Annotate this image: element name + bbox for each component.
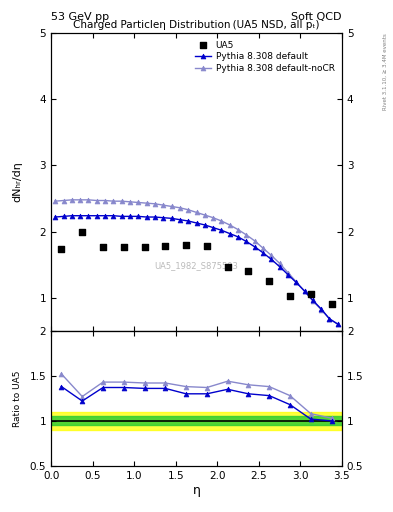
Pythia 8.308 default-noCR — [302, 288, 307, 294]
Pythia 8.308 default — [211, 225, 215, 231]
Pythia 8.308 default — [103, 212, 107, 219]
Text: Soft QCD: Soft QCD — [292, 12, 342, 22]
Pythia 8.308 default-noCR — [136, 199, 141, 205]
UA5 — [204, 242, 210, 250]
UA5 — [183, 241, 189, 249]
Pythia 8.308 default-noCR — [169, 203, 174, 209]
Pythia 8.308 default — [202, 222, 207, 228]
Pythia 8.308 default — [261, 250, 265, 256]
UA5 — [266, 277, 272, 285]
Pythia 8.308 default-noCR — [277, 260, 282, 266]
Pythia 8.308 default — [169, 215, 174, 221]
Pythia 8.308 default — [236, 234, 241, 240]
Pythia 8.308 default — [219, 227, 224, 233]
Bar — [51, 412, 342, 430]
Pythia 8.308 default — [194, 220, 199, 226]
UA5 — [224, 263, 231, 271]
Pythia 8.308 default — [136, 214, 141, 220]
Pythia 8.308 default-noCR — [327, 316, 332, 322]
Pythia 8.308 default-noCR — [211, 215, 215, 221]
Pythia 8.308 default-noCR — [294, 279, 299, 285]
Y-axis label: dNₕᵣ/dη: dNₕᵣ/dη — [12, 162, 22, 202]
Line: Pythia 8.308 default-noCR: Pythia 8.308 default-noCR — [53, 198, 340, 327]
Pythia 8.308 default — [144, 214, 149, 220]
Pythia 8.308 default — [161, 215, 165, 221]
Pythia 8.308 default — [244, 239, 249, 245]
Pythia 8.308 default — [302, 288, 307, 294]
Pythia 8.308 default — [310, 297, 315, 304]
Pythia 8.308 default-noCR — [286, 269, 290, 275]
Pythia 8.308 default-noCR — [161, 202, 165, 208]
Pythia 8.308 default-noCR — [94, 198, 99, 204]
Pythia 8.308 default-noCR — [261, 245, 265, 251]
Pythia 8.308 default — [269, 257, 274, 263]
Pythia 8.308 default — [327, 316, 332, 322]
Pythia 8.308 default-noCR — [335, 321, 340, 327]
Pythia 8.308 default-noCR — [152, 201, 157, 207]
Pythia 8.308 default-noCR — [202, 212, 207, 218]
UA5 — [245, 266, 252, 274]
Pythia 8.308 default — [252, 244, 257, 250]
Pythia 8.308 default-noCR — [194, 209, 199, 216]
Pythia 8.308 default — [86, 212, 91, 219]
UA5 — [58, 245, 64, 253]
UA5 — [79, 227, 85, 236]
Pythia 8.308 default — [335, 321, 340, 327]
Text: UA5_1982_S875503: UA5_1982_S875503 — [154, 261, 239, 270]
Text: Rivet 3.1.10, ≥ 3.4M events: Rivet 3.1.10, ≥ 3.4M events — [383, 33, 387, 110]
Pythia 8.308 default-noCR — [319, 307, 323, 313]
Pythia 8.308 default-noCR — [53, 198, 58, 204]
Pythia 8.308 default-noCR — [269, 252, 274, 259]
UA5 — [308, 290, 314, 298]
UA5 — [121, 243, 127, 251]
Pythia 8.308 default-noCR — [103, 198, 107, 204]
Pythia 8.308 default-noCR — [252, 238, 257, 244]
Pythia 8.308 default-noCR — [310, 298, 315, 304]
UA5 — [329, 300, 335, 308]
Pythia 8.308 default — [186, 218, 191, 224]
Pythia 8.308 default — [228, 230, 232, 237]
Pythia 8.308 default-noCR — [186, 207, 191, 213]
X-axis label: η: η — [193, 483, 200, 497]
Pythia 8.308 default — [61, 214, 66, 220]
Pythia 8.308 default-noCR — [86, 197, 91, 203]
Pythia 8.308 default-noCR — [111, 198, 116, 204]
Title: Charged Particleη Distribution (UA5 NSD, all pₜ): Charged Particleη Distribution (UA5 NSD,… — [73, 20, 320, 30]
Pythia 8.308 default — [286, 271, 290, 278]
Legend: UA5, Pythia 8.308 default, Pythia 8.308 default-noCR: UA5, Pythia 8.308 default, Pythia 8.308 … — [192, 38, 338, 76]
Pythia 8.308 default — [111, 212, 116, 219]
Pythia 8.308 default-noCR — [70, 197, 74, 203]
Pythia 8.308 default-noCR — [144, 200, 149, 206]
Pythia 8.308 default-noCR — [128, 199, 132, 205]
UA5 — [287, 292, 293, 301]
Bar — [51, 416, 342, 425]
Pythia 8.308 default-noCR — [228, 222, 232, 228]
UA5 — [100, 243, 106, 251]
Pythia 8.308 default-noCR — [178, 205, 182, 211]
Pythia 8.308 default — [128, 214, 132, 220]
Pythia 8.308 default — [78, 212, 83, 219]
Pythia 8.308 default-noCR — [119, 198, 124, 204]
Pythia 8.308 default — [277, 264, 282, 270]
Line: Pythia 8.308 default: Pythia 8.308 default — [53, 214, 340, 327]
Y-axis label: Ratio to UA5: Ratio to UA5 — [13, 370, 22, 426]
Pythia 8.308 default — [152, 214, 157, 220]
Pythia 8.308 default — [70, 212, 74, 219]
UA5 — [141, 243, 148, 251]
Pythia 8.308 default — [319, 306, 323, 312]
Pythia 8.308 default — [178, 217, 182, 223]
Pythia 8.308 default — [94, 212, 99, 219]
Pythia 8.308 default-noCR — [61, 198, 66, 204]
Pythia 8.308 default — [294, 280, 299, 286]
Pythia 8.308 default-noCR — [244, 232, 249, 238]
Pythia 8.308 default-noCR — [219, 218, 224, 224]
Pythia 8.308 default — [119, 214, 124, 220]
Pythia 8.308 default-noCR — [236, 226, 241, 232]
Pythia 8.308 default — [53, 214, 58, 220]
Text: 53 GeV pp: 53 GeV pp — [51, 12, 109, 22]
Pythia 8.308 default-noCR — [78, 197, 83, 203]
UA5 — [162, 242, 169, 250]
